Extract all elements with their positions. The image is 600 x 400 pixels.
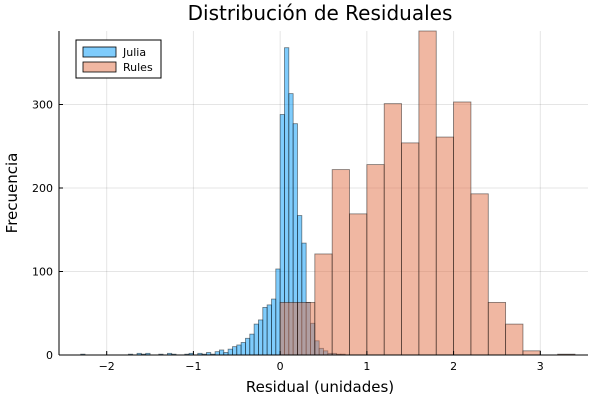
bar-rules-14	[522, 350, 541, 356]
bar-rules-7	[401, 142, 420, 356]
legend: Julia Rules	[75, 39, 162, 79]
y-tick-label-3: 300	[32, 98, 53, 111]
bar-julia-15	[219, 349, 225, 356]
bar-julia-26	[266, 304, 272, 356]
legend-label-rules: Rules	[123, 61, 153, 74]
x-tick-label-5: 3	[537, 360, 544, 373]
bar-rules-4	[349, 213, 368, 356]
x-tick-label-0: −2	[99, 360, 115, 373]
series-rules-bars	[279, 30, 576, 356]
x-tick-label-4: 2	[450, 360, 457, 373]
legend-swatch-rules	[82, 61, 117, 73]
bar-rules-1	[297, 301, 316, 356]
bar-rules-6	[383, 103, 402, 356]
axes	[58, 31, 588, 356]
bar-julia-17	[227, 348, 233, 356]
bar-julia-18	[232, 346, 238, 356]
legend-label-julia: Julia	[122, 46, 146, 59]
bar-julia-22	[249, 333, 255, 356]
bar-julia-23	[253, 323, 259, 356]
bar-julia-19	[236, 344, 242, 356]
bar-julia-25	[262, 307, 268, 356]
chart-title: Distribución de Residuales	[188, 1, 453, 25]
x-tick-label-3: 1	[363, 360, 370, 373]
bar-rules-5	[366, 164, 385, 356]
bar-julia-14	[214, 351, 220, 356]
bar-rules-2	[314, 253, 333, 356]
y-axis-ticks: 0 100 200 300	[32, 98, 63, 362]
y-axis-label: Frecuencia	[3, 153, 21, 234]
bar-rules-0	[279, 301, 298, 356]
bar-rules-10	[453, 101, 472, 356]
y-tick-label-2: 200	[32, 182, 53, 195]
bar-rules-9	[435, 136, 454, 356]
x-tick-label-1: −1	[185, 360, 201, 373]
y-tick-label-1: 100	[32, 265, 53, 278]
bar-rules-3	[331, 169, 350, 356]
bar-julia-28	[275, 268, 281, 356]
legend-swatch-julia	[82, 46, 117, 58]
bar-julia-27	[271, 298, 277, 356]
bar-julia-20	[240, 342, 246, 356]
bar-julia-21	[245, 337, 251, 356]
bar-julia-24	[258, 319, 264, 356]
x-axis-ticks: −2 −1 0 1 2 3	[99, 351, 544, 373]
x-axis-label: Residual (unidades)	[246, 378, 394, 396]
bar-rules-8	[418, 30, 437, 356]
bar-rules-12	[487, 301, 507, 356]
x-tick-label-2: 0	[277, 360, 284, 373]
bar-rules-13	[505, 323, 524, 356]
y-tick-label-0: 0	[46, 349, 53, 362]
bar-rules-11	[470, 193, 489, 356]
